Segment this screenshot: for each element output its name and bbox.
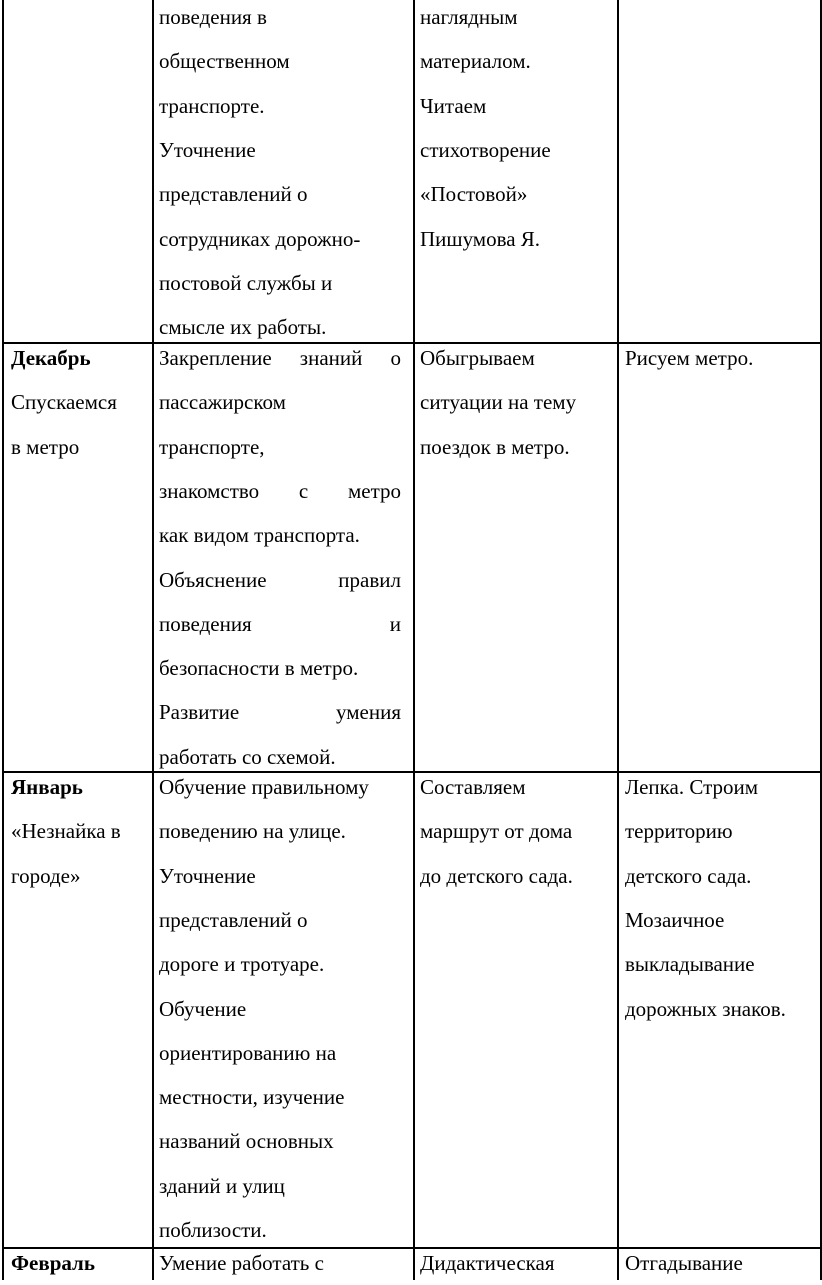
cell-line: Обучение (159, 996, 247, 1021)
cell-line: Объяснение правил (159, 567, 401, 592)
border (2, 771, 821, 773)
cell-line: постовой службы и (159, 270, 333, 295)
border (617, 0, 619, 1280)
cell-line: поведения в (159, 5, 267, 29)
cell-line: дорожных знаков. (625, 996, 786, 1021)
cell-line: работать со схемой. (159, 744, 336, 769)
cell-line: Рисуем метро. (625, 346, 754, 370)
cell-line: материалом. (420, 49, 531, 74)
border (820, 0, 822, 1280)
cell-line: Январь (11, 775, 83, 799)
cell-line: Лепка. Строим (625, 775, 759, 799)
border (2, 0, 4, 1280)
cell-line: поведению на улице. (159, 819, 346, 844)
cell-line: Уточнение (159, 137, 256, 162)
cell-line: транспорте. (159, 93, 265, 118)
cell-line: Декабрь (11, 346, 91, 370)
border (2, 1247, 821, 1249)
border (2, 342, 821, 344)
cell-line: Обыгрываем (420, 346, 535, 370)
cell-line: выкладывание (625, 952, 755, 977)
cell-line: «Постовой» (420, 182, 528, 207)
cell-line: пассажирском (159, 390, 286, 415)
cell-line: Развитие умения (159, 700, 401, 725)
cell-line: поведения и (159, 611, 401, 636)
cell-line: стихотворение (420, 137, 551, 162)
border (413, 0, 415, 1280)
cell-line: смысле их работы. (159, 315, 327, 340)
cell-line: зданий и улиц (159, 1173, 285, 1198)
cell-line: безопасности в метро. (159, 656, 359, 681)
cell-line: транспорте, (159, 434, 265, 459)
cell-line: как видом транспорта. (159, 523, 360, 548)
cell-line: Умение работать с (159, 1251, 324, 1275)
cell-line: в метро (11, 434, 80, 459)
border (152, 0, 154, 1280)
cell-line: Составляем (420, 775, 526, 799)
cell-line: территорию (625, 819, 733, 844)
cell-line: Дидактическая (420, 1251, 555, 1275)
cell-line: ситуации на тему (420, 390, 577, 415)
cell-line: «Незнайка в (11, 819, 121, 844)
cell-line: названий основных (159, 1129, 334, 1154)
cell-line: до детского сада. (420, 863, 573, 888)
cell-line: Читаем (420, 93, 487, 118)
cell-line: ориентированию на (159, 1040, 337, 1065)
cell-line: знакомство с метро (159, 478, 401, 503)
cell-line: Обучение правильному (159, 775, 369, 799)
cell-line: маршрут от дома (420, 819, 573, 844)
cell-line: наглядным (420, 5, 518, 29)
cell-line: представлений о (159, 182, 308, 207)
cell-line: дороге и тротуаре. (159, 952, 325, 977)
cell-line: Уточнение (159, 863, 256, 888)
cell-line: общественном (159, 49, 290, 74)
cell-line: городе» (11, 863, 81, 888)
cell-line: сотрудниках дорожно- (159, 226, 361, 251)
cell-line: детского сада. (625, 863, 752, 888)
cell-line: представлений о (159, 907, 308, 932)
cell-line: Закрепление знаний о (159, 346, 401, 370)
cell-line: Спускаемся (11, 390, 117, 415)
cell-line: поблизости. (159, 1218, 267, 1242)
cell-line: местности, изучение (159, 1085, 345, 1110)
cell-line: Пишумова Я. (420, 226, 541, 251)
cell-line: Мозаичное (625, 907, 725, 932)
cell-line: Февраль (11, 1251, 95, 1275)
cell-line: поездок в метро. (420, 434, 570, 459)
cell-line: Отгадывание (625, 1251, 743, 1275)
